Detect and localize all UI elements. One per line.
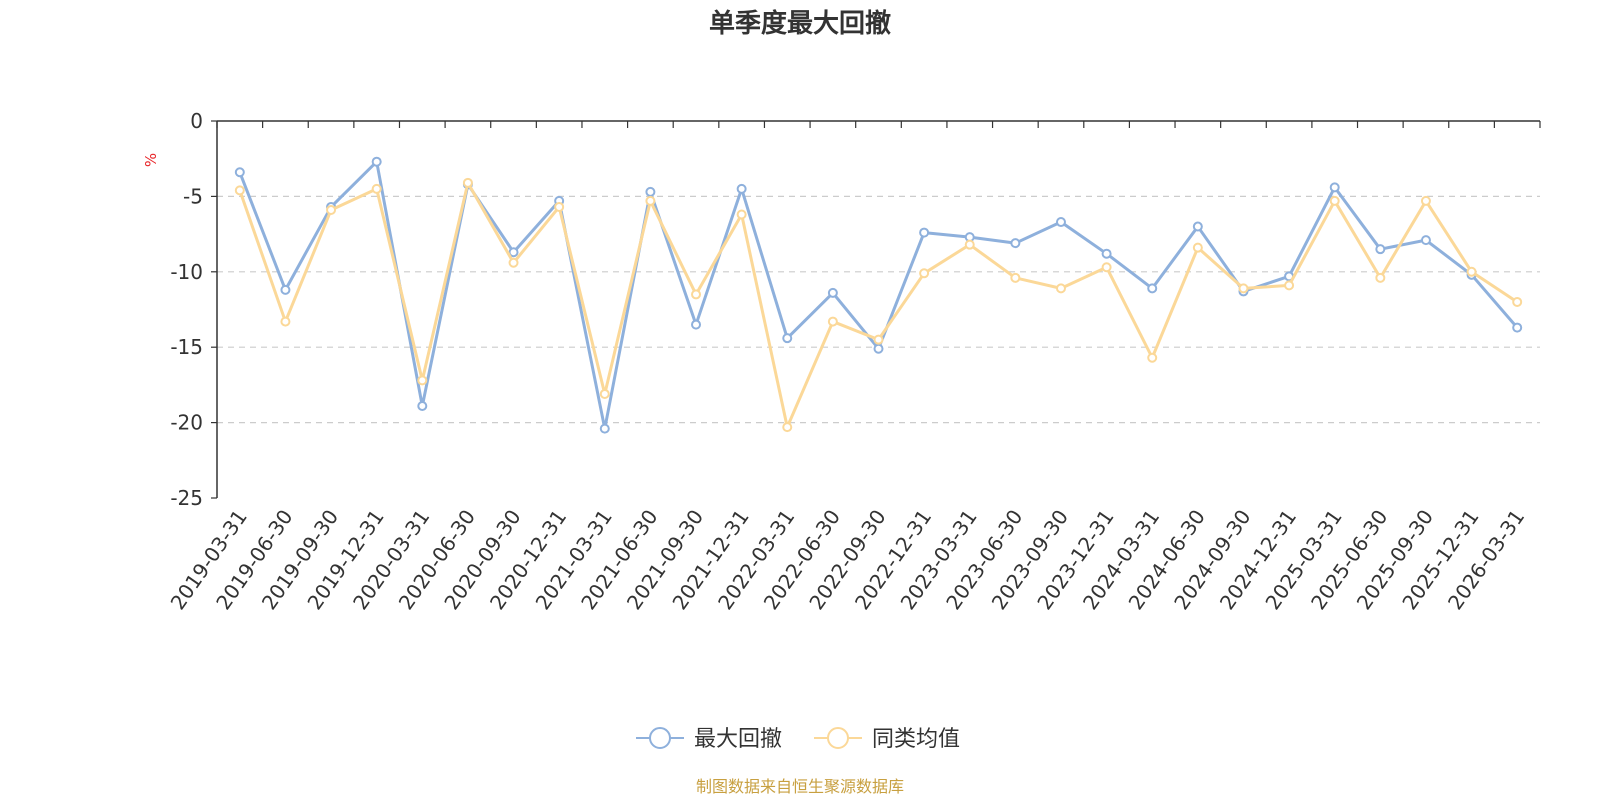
y-tick-label: 0 — [190, 109, 203, 133]
data-point[interactable] — [1375, 272, 1386, 283]
legend-marker-series-1 — [827, 727, 849, 749]
legend-item-series-1[interactable]: 同类均值 — [814, 727, 960, 752]
data-point[interactable] — [964, 239, 975, 250]
series-1 — [234, 177, 1523, 433]
data-point[interactable] — [462, 177, 473, 188]
legend-item-series-0[interactable]: 最大回撤 — [636, 727, 782, 752]
series-line-0 — [238, 160, 1519, 431]
data-point[interactable] — [1192, 242, 1203, 253]
chart-title: 单季度最大回撤 — [709, 8, 891, 39]
data-point[interactable] — [1420, 235, 1431, 246]
series-layer — [234, 156, 1523, 434]
data-point[interactable] — [599, 388, 610, 399]
data-source-note: 制图数据来自恒生聚源数据库 — [696, 777, 904, 796]
data-point[interactable] — [736, 209, 747, 220]
data-point[interactable] — [417, 375, 428, 386]
data-point[interactable] — [371, 156, 382, 167]
data-point[interactable] — [508, 257, 519, 268]
data-point[interactable] — [1238, 283, 1249, 294]
data-point[interactable] — [1329, 195, 1340, 206]
x-axis: 2019-03-312019-06-302019-09-302019-12-31… — [166, 121, 1541, 614]
data-point[interactable] — [827, 316, 838, 327]
data-point[interactable] — [919, 227, 930, 238]
data-point[interactable] — [508, 247, 519, 258]
data-point[interactable] — [1101, 262, 1112, 273]
data-point[interactable] — [873, 334, 884, 345]
y-tick-label: -15 — [170, 335, 203, 359]
data-point[interactable] — [1055, 217, 1066, 228]
data-point[interactable] — [827, 287, 838, 298]
data-point[interactable] — [1512, 322, 1523, 333]
data-point[interactable] — [1284, 280, 1295, 291]
y-axis-unit-label: % — [142, 153, 160, 167]
axes — [216, 120, 1540, 498]
data-point[interactable] — [280, 316, 291, 327]
y-tick-label: -10 — [170, 260, 203, 284]
data-point[interactable] — [326, 204, 337, 215]
legend[interactable]: 最大回撤 同类均值 — [636, 727, 960, 752]
legend-label-series-0: 最大回撤 — [694, 727, 782, 752]
y-tick-label: -5 — [183, 184, 203, 208]
grid-lines — [217, 195, 1540, 424]
y-tick-label: -20 — [170, 411, 203, 435]
data-point[interactable] — [1147, 352, 1158, 363]
data-point[interactable] — [1055, 283, 1066, 294]
data-point[interactable] — [736, 183, 747, 194]
data-point[interactable] — [1329, 182, 1340, 193]
data-point[interactable] — [691, 289, 702, 300]
data-point[interactable] — [873, 343, 884, 354]
legend-label-series-1: 同类均值 — [872, 727, 960, 752]
series-0 — [234, 156, 1523, 434]
data-point[interactable] — [782, 422, 793, 433]
data-point[interactable] — [1010, 238, 1021, 249]
data-point[interactable] — [234, 167, 245, 178]
legend-marker-series-0 — [649, 727, 671, 749]
data-point[interactable] — [1147, 283, 1158, 294]
data-point[interactable] — [1010, 272, 1021, 283]
data-point[interactable] — [280, 284, 291, 295]
data-point[interactable] — [234, 185, 245, 196]
data-point[interactable] — [1420, 195, 1431, 206]
data-point[interactable] — [417, 401, 428, 412]
y-axis: 0 -5 -10 -15 -20 -25 — [170, 109, 217, 510]
data-point[interactable] — [371, 183, 382, 194]
data-point[interactable] — [645, 186, 656, 197]
data-point[interactable] — [919, 268, 930, 279]
data-point[interactable] — [1466, 266, 1477, 277]
data-point[interactable] — [1375, 244, 1386, 255]
data-point[interactable] — [554, 201, 565, 212]
series-line-1 — [238, 181, 1519, 429]
data-point[interactable] — [645, 195, 656, 206]
data-point[interactable] — [1192, 221, 1203, 232]
data-point[interactable] — [691, 319, 702, 330]
y-tick-label: -25 — [170, 486, 203, 510]
data-point[interactable] — [1101, 248, 1112, 259]
data-point[interactable] — [599, 423, 610, 434]
data-point[interactable] — [1512, 296, 1523, 307]
data-point[interactable] — [782, 333, 793, 344]
